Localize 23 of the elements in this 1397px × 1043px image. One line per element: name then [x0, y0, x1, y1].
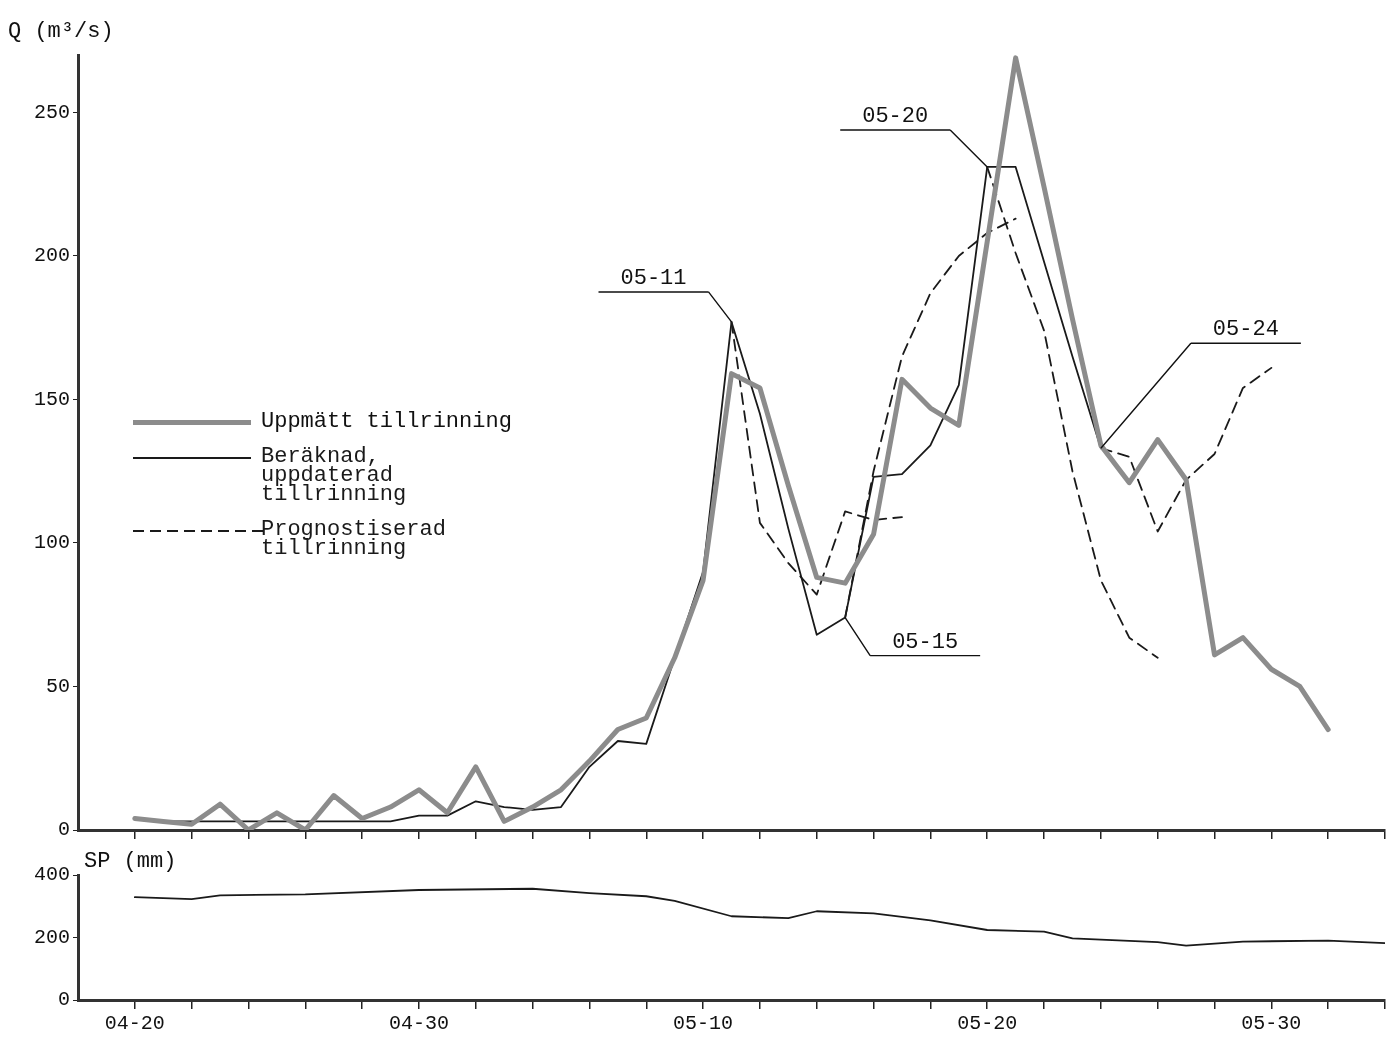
legend-label: Uppmätt tillrinning: [261, 408, 513, 434]
annotation: 05-20: [862, 103, 929, 129]
annotation: 05-15: [892, 629, 959, 655]
x-tick-label: 04-30: [388, 1012, 449, 1036]
x-tick-label: 05-20: [957, 1012, 1018, 1036]
y-axis-title: Q (m³/s): [8, 19, 114, 44]
y-tick-label: 50: [45, 674, 70, 698]
y-tick-label: 400: [33, 863, 70, 887]
y-tick-label: 0: [57, 988, 70, 1012]
x-tick-label: 05-30: [1241, 1012, 1302, 1036]
y-tick-label: 100: [33, 531, 70, 555]
x-tick-label: 04-20: [104, 1012, 165, 1036]
y-tick-label: 200: [33, 244, 70, 268]
y-tick-label: 200: [33, 925, 70, 949]
y-tick-label: 250: [33, 100, 70, 124]
annotation: 05-24: [1212, 317, 1279, 343]
annotation: 05-11: [620, 265, 687, 291]
y-axis-title: SP (mm): [84, 849, 177, 874]
legend-label: Beräknad, uppdaterad tillrinning: [261, 443, 408, 507]
y-tick-label: 150: [33, 387, 70, 411]
legend-label: Prognostiserad tillrinning: [261, 516, 447, 561]
y-tick-label: 0: [57, 818, 70, 842]
x-tick-label: 05-10: [673, 1012, 734, 1036]
